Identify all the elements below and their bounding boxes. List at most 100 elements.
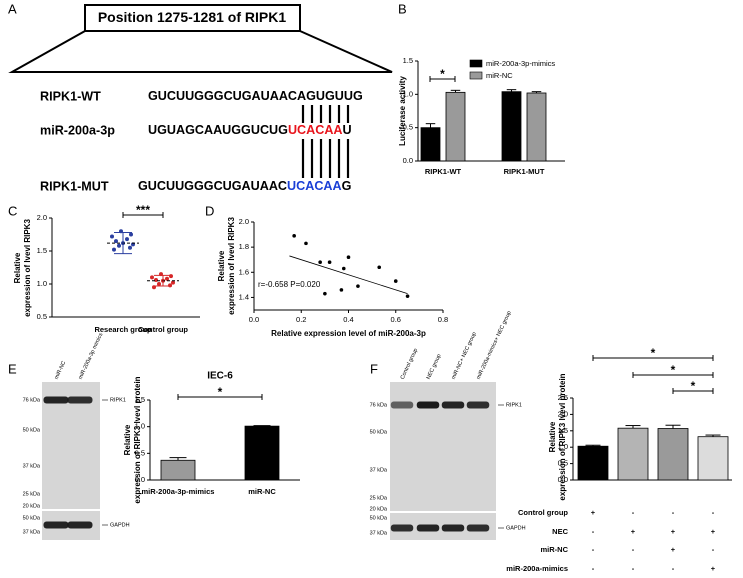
y-tick-label: 0.5: [37, 312, 47, 321]
sequence: GUCUUGGGCUGAUAACUCACAAG: [138, 179, 352, 193]
blot-band: [43, 396, 69, 404]
y-axis-title: Relative: [548, 421, 557, 452]
marker-label: 50 kDa: [23, 515, 41, 521]
data-point: [157, 282, 161, 286]
data-point: [327, 260, 332, 265]
table-cell: -: [592, 564, 595, 573]
x-tick-label: 0.8: [438, 315, 448, 324]
marker-label: 25 kDa: [23, 491, 41, 497]
table-cell: -: [632, 508, 635, 517]
blot-band: [441, 524, 465, 532]
data-point: [318, 260, 322, 265]
bar: [617, 427, 649, 481]
data-point: [323, 291, 327, 296]
y-axis-title: expression of lvevl RIPK3: [23, 219, 32, 317]
data-point: [110, 234, 114, 239]
data-point: [292, 234, 296, 238]
position-box: [84, 4, 301, 32]
blot-band: [466, 401, 490, 409]
significance-label: *: [691, 379, 696, 393]
x-tick-label: miR-NC: [248, 487, 276, 496]
table-cell: +: [671, 527, 676, 536]
panel-label: F: [370, 361, 378, 376]
x-tick-label: Control group: [138, 325, 188, 334]
data-point: [393, 279, 398, 283]
y-tick-label: 1.6: [239, 267, 249, 276]
x-axis-title: Relative expression level of miR-200a-3p: [271, 329, 426, 338]
data-point: [165, 276, 169, 281]
y-tick-label: 1.5: [558, 426, 568, 435]
data-point: [171, 280, 175, 285]
y-axis-title: Luciferase activity: [398, 76, 407, 146]
bar: [445, 91, 466, 162]
data-point: [304, 241, 308, 246]
legend-label: miR-200a-3p-mimics: [486, 59, 555, 68]
panel-label: C: [8, 203, 17, 218]
table-cell: -: [712, 545, 715, 554]
table-cell: +: [631, 527, 636, 536]
y-axis-title: expression of lvevl RIPK3: [227, 217, 236, 315]
y-tick-label: 2.0: [558, 409, 568, 418]
blot-band: [441, 401, 465, 409]
panel-label: B: [398, 1, 407, 16]
marker-label: 37 kDa: [370, 530, 388, 536]
blot-band: [390, 401, 414, 409]
y-tick-label: 2.5: [558, 393, 568, 402]
pairing-lines: [301, 105, 350, 178]
sequence-part: UGUAGCAAUGGUCUG: [148, 123, 288, 137]
data-point: [129, 232, 133, 237]
sequence: GUCUUGGGCUGAUAACAGUGUUG: [148, 89, 363, 103]
y-tick-label: 2.0: [239, 217, 249, 226]
sequence-part: U: [343, 123, 352, 137]
marker-label: 50 kDa: [370, 515, 388, 521]
y-tick-label: 0.0: [403, 156, 413, 165]
band-label: RIPK1: [110, 397, 126, 403]
significance-label: ***: [136, 203, 150, 217]
table-cell: +: [711, 527, 716, 536]
marker-label: 50 kDa: [370, 429, 388, 435]
y-tick-label: 0.0: [558, 475, 568, 484]
bar: [420, 127, 441, 162]
y-tick-label: 1.5: [135, 395, 145, 404]
sequence-name: RIPK1-MUT: [40, 179, 109, 193]
data-point: [114, 239, 118, 244]
table-row-label: Control group: [518, 508, 568, 517]
blot-image: [390, 382, 496, 511]
data-point: [341, 266, 346, 271]
sequence-part: GUCUUGGGCUGAUAAC: [138, 179, 287, 193]
bar: [526, 92, 547, 162]
data-point: [117, 243, 121, 248]
data-point: [150, 275, 154, 280]
bar: [577, 445, 609, 481]
blot-band: [390, 524, 414, 532]
y-tick-label: 1.8: [239, 242, 249, 251]
y-tick-label: 1.4: [239, 292, 249, 301]
data-point: [356, 284, 360, 288]
sequence-name: RIPK1-WT: [40, 89, 101, 103]
sequence-part: UCACAA: [288, 123, 343, 137]
band-label: RIPK1: [506, 402, 522, 408]
x-tick-label: Research group: [94, 325, 152, 334]
lane-label: miR-200a-mimics+ NEC group: [476, 310, 513, 380]
data-point: [169, 274, 173, 279]
significance-label: *: [218, 385, 223, 399]
marker-label: 25 kDa: [370, 495, 388, 501]
y-axis-title: Relative: [13, 252, 22, 283]
table-cell: -: [672, 508, 675, 517]
lane-label: NEC group: [426, 353, 443, 380]
x-tick-label: RIPK1-WT: [425, 167, 462, 176]
legend-swatch: [469, 71, 483, 80]
y-tick-label: 0.5: [403, 123, 413, 132]
lane-label: Control group: [400, 348, 420, 381]
bar: [244, 425, 280, 481]
x-tick-label: 0.2: [296, 315, 306, 324]
table-row-label: NEC: [552, 527, 568, 536]
data-point: [339, 288, 344, 292]
legend-swatch: [469, 59, 483, 68]
annotation: r=-0.658 P=0.020: [258, 280, 321, 289]
zoom-lines: [8, 30, 393, 73]
lane-label: miR-NC+ NEC group: [451, 331, 478, 380]
y-tick-label: 1.5: [37, 246, 47, 255]
bar: [697, 436, 729, 481]
lane-label: miR-NC: [54, 360, 68, 380]
